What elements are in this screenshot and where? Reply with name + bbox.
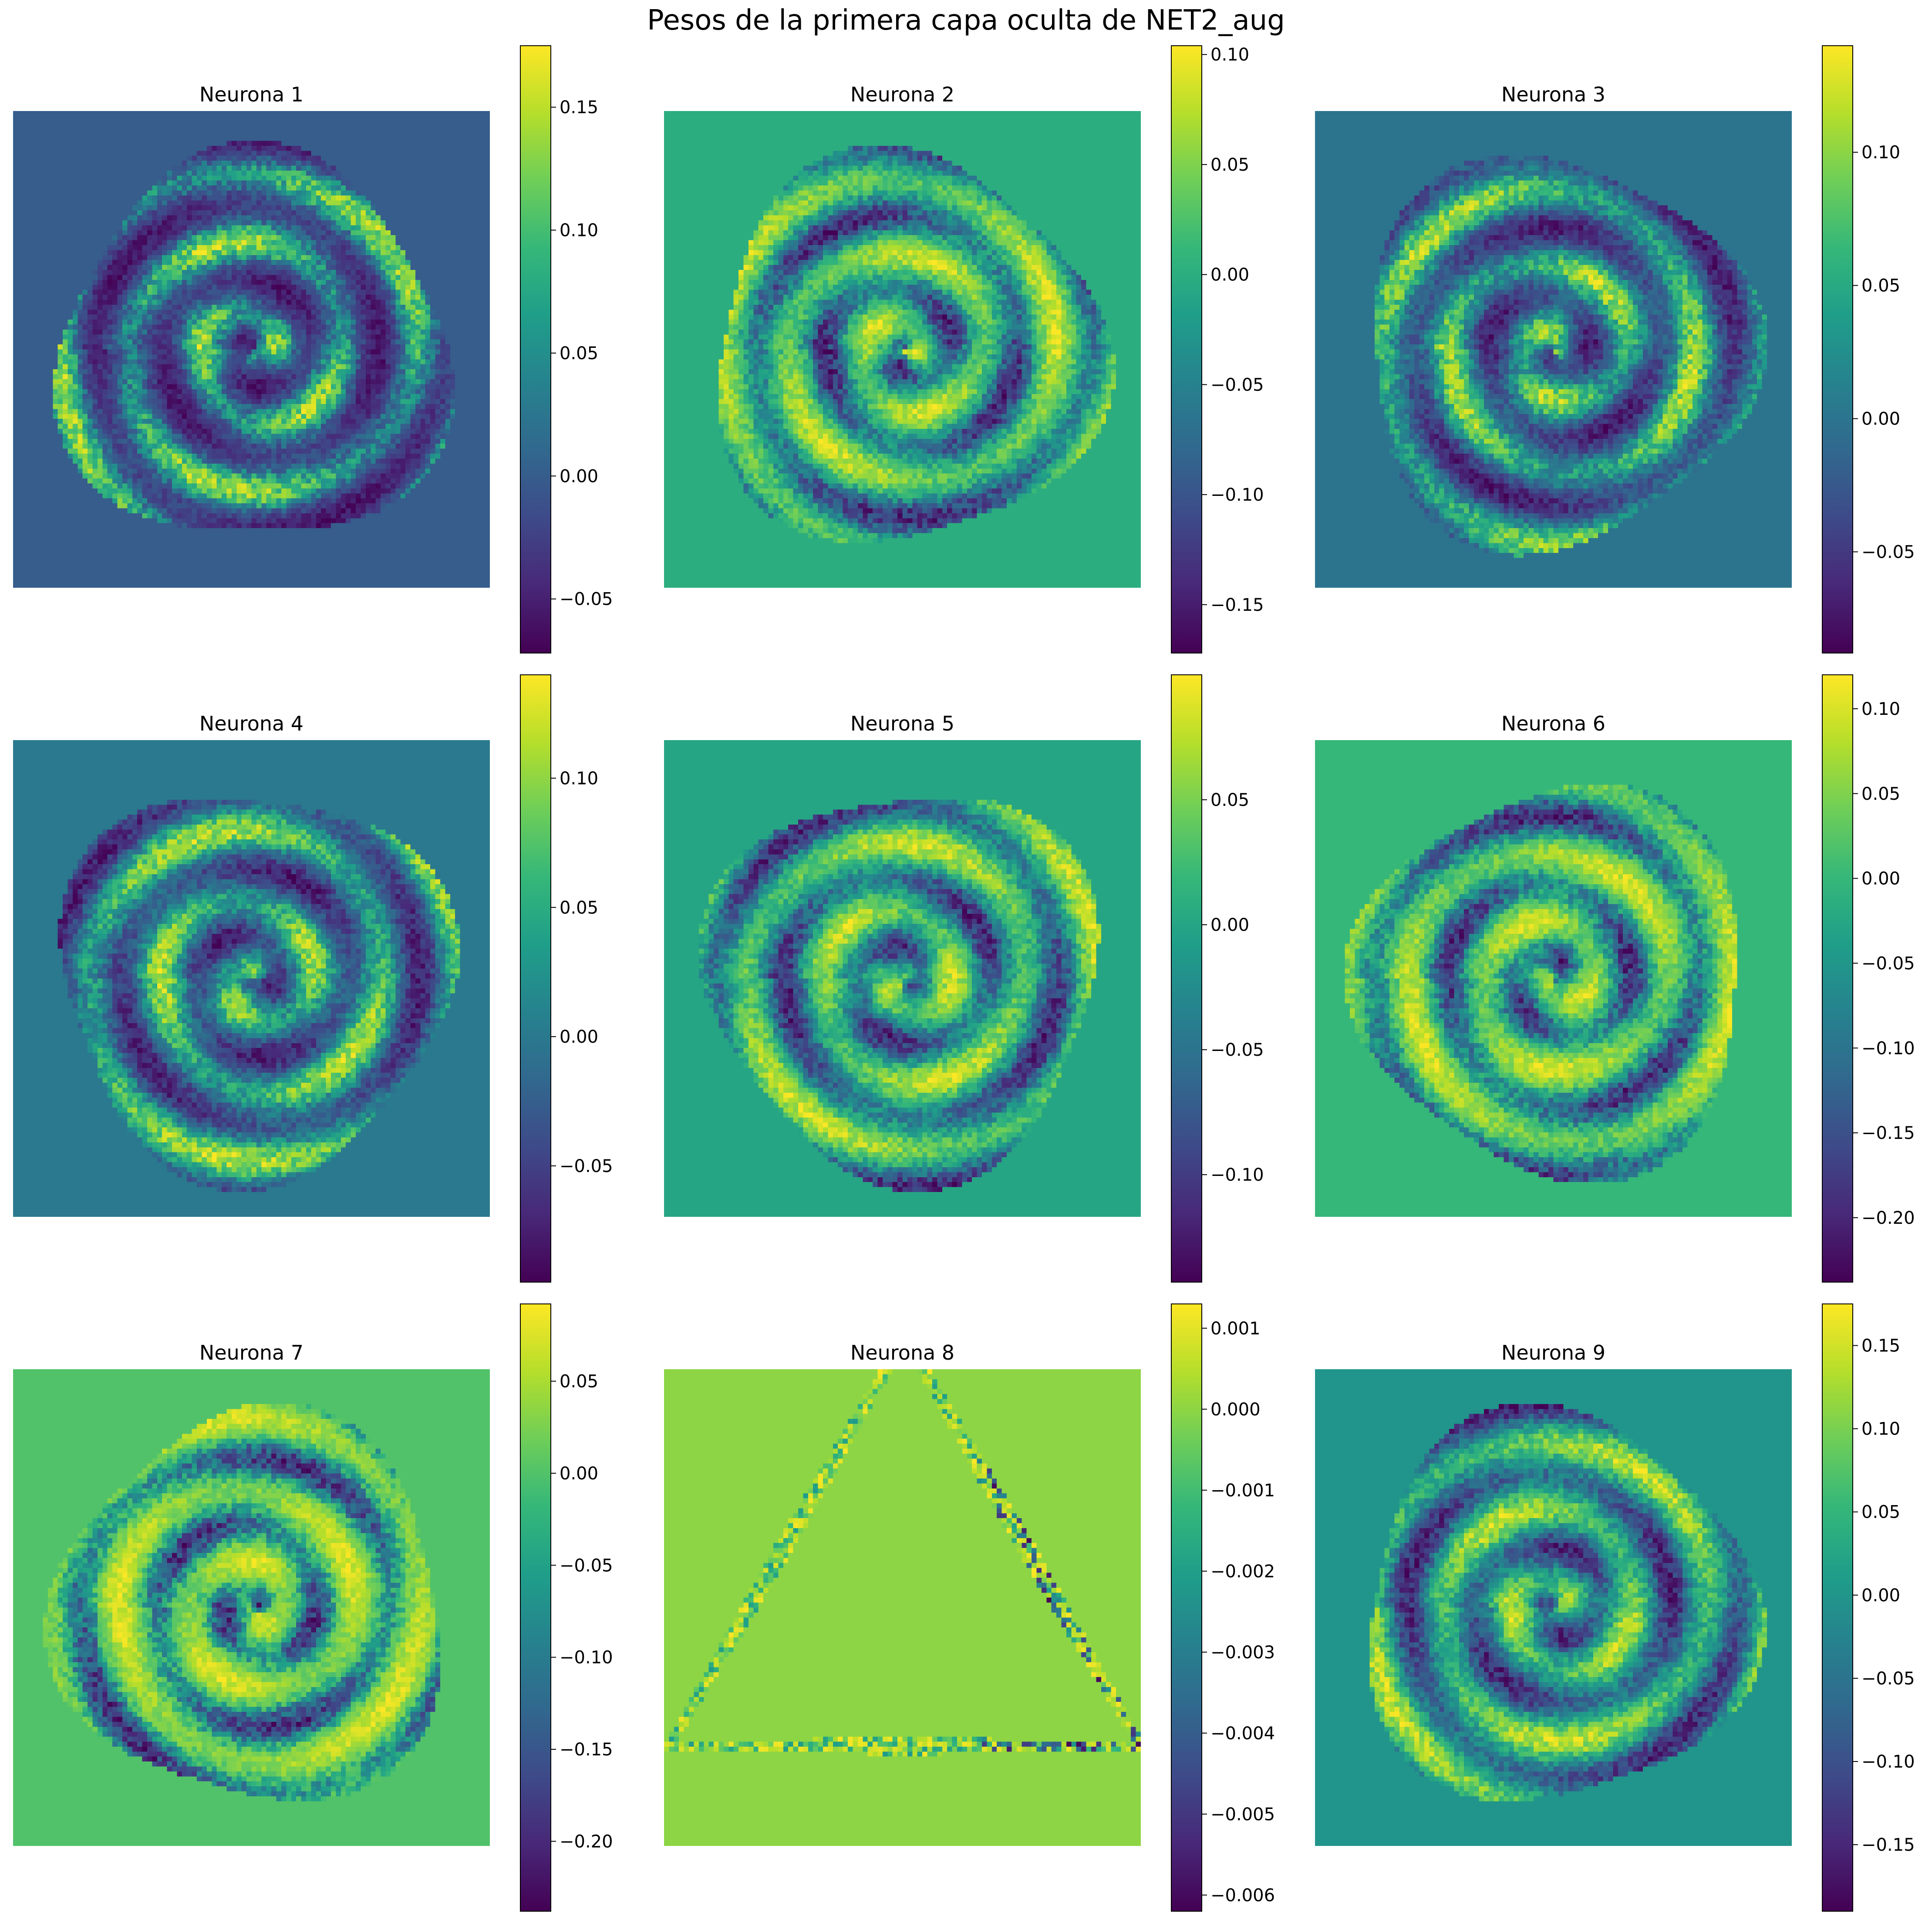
colorbar-tick-label: −0.05	[560, 589, 613, 610]
colorbar-tick-label: 0.10	[1861, 143, 1900, 163]
colorbar-tick-label: −0.10	[1210, 485, 1264, 505]
colorbar-tick-label: −0.002	[1210, 1562, 1275, 1582]
colorbar-tick-label: 0.000	[1210, 1400, 1261, 1420]
colorbar-tick-label: −0.05	[1861, 542, 1915, 562]
colorbar	[520, 1303, 551, 1912]
panel-neurona-7: Neurona 7 −0.20 −0.15 −0.10 −0.05 0.00 0.05	[13, 1303, 613, 1912]
panel-title: Neurona 4	[199, 712, 303, 735]
panel-neurona-2: Neurona 2 −0.15 −0.10 −0.05 0.00 0.05 0.10	[664, 45, 1264, 653]
colorbar-tick-label: 0.05	[560, 898, 598, 918]
panel-title: Neurona 8	[850, 1341, 954, 1364]
colorbar-tick-label: 0.05	[1861, 1502, 1900, 1522]
colorbar-tick-label: 0.10	[560, 221, 598, 241]
colorbar-tick-label: 0.00	[1861, 1586, 1900, 1606]
panel-neurona-6: Neurona 6 −0.20 −0.15 −0.10 −0.05 0.00 0.05 0.1…	[1315, 674, 1915, 1283]
colorbar	[1822, 674, 1853, 1283]
colorbar	[1171, 674, 1202, 1283]
colorbar-tick-label: −0.20	[1861, 1208, 1915, 1228]
colorbar-tick-label: −0.005	[1210, 1805, 1275, 1825]
heatmap-image	[1315, 740, 1792, 1217]
colorbar-tick-label: 0.05	[1861, 784, 1900, 804]
panel-title: Neurona 7	[199, 1341, 303, 1364]
colorbar-tick-label: −0.05	[560, 1556, 613, 1576]
colorbar-tick-label: −0.05	[1861, 953, 1915, 973]
colorbar-tick-label: −0.10	[1210, 1165, 1264, 1185]
colorbar-tick-label: −0.15	[1861, 1123, 1915, 1143]
colorbar-tick-label: −0.004	[1210, 1724, 1275, 1744]
panel-title: Neurona 9	[1501, 1341, 1605, 1364]
panel-title: Neurona 2	[850, 83, 954, 106]
colorbar-tick-label: −0.15	[1861, 1835, 1915, 1855]
heatmap-image	[664, 111, 1141, 588]
colorbar-tick-label: 0.10	[560, 768, 598, 788]
colorbar	[1822, 1303, 1853, 1912]
colorbar-tick-label: −0.05	[560, 1156, 613, 1176]
colorbar	[1822, 45, 1853, 653]
heatmap-image	[1315, 1369, 1792, 1846]
colorbar-tick-label: 0.00	[1861, 869, 1900, 889]
panel-neurona-4: Neurona 4 −0.05 0.00 0.05 0.10	[13, 674, 613, 1283]
colorbar-tick-label: 0.05	[1861, 276, 1900, 296]
colorbar-tick-label: 0.15	[1861, 1336, 1900, 1356]
heatmap-image	[13, 740, 490, 1217]
panel-title: Neurona 1	[199, 83, 303, 106]
heatmap-image	[1315, 111, 1792, 588]
colorbar-tick-label: 0.001	[1210, 1319, 1261, 1339]
colorbar-tick-label: 0.05	[1210, 790, 1249, 810]
colorbar-tick-label: −0.003	[1210, 1643, 1275, 1663]
colorbar-tick-label: 0.00	[560, 1027, 598, 1047]
colorbar-tick-label: 0.00	[1861, 409, 1900, 429]
colorbar-tick-label: −0.006	[1210, 1886, 1275, 1906]
panel-neurona-9: Neurona 9 −0.15 −0.10 −0.05 0.00 0.05 0.10 0.15	[1315, 1303, 1915, 1912]
colorbar-tick-label: 0.05	[560, 1372, 598, 1392]
colorbar-tick-label: −0.05	[1210, 1040, 1264, 1060]
panel-neurona-8: Neurona 8 −0.006 −0.005 −0.004 −0.003 −0.002 −…	[664, 1303, 1275, 1912]
heatmap-image	[13, 111, 490, 588]
colorbar-tick-label: 0.15	[560, 98, 598, 118]
colorbar-tick-label: 0.10	[1210, 45, 1249, 65]
colorbar	[520, 45, 551, 653]
panel-neurona-5: Neurona 5 −0.10 −0.05 0.00 0.05	[664, 674, 1264, 1283]
colorbar-tick-label: −0.05	[1861, 1669, 1915, 1689]
colorbar-tick-label: −0.15	[560, 1740, 613, 1760]
colorbar-tick-label: 0.10	[1861, 699, 1900, 719]
panel-neurona-1: Neurona 1 −0.05 0.00 0.05 0.10 0.15	[13, 45, 613, 653]
panel-title: Neurona 6	[1501, 712, 1605, 735]
colorbar-tick-label: 0.10	[1861, 1419, 1900, 1439]
heatmap-image	[664, 740, 1141, 1217]
panel-neurona-3: Neurona 3 −0.05 0.00 0.05 0.10	[1315, 45, 1915, 653]
colorbar-tick-label: −0.10	[1861, 1752, 1915, 1772]
colorbar	[1171, 1303, 1202, 1912]
colorbar-tick-label: 0.00	[1210, 265, 1249, 285]
panel-title: Neurona 3	[1501, 83, 1605, 106]
colorbar-tick-label: 0.00	[1210, 915, 1249, 935]
colorbar	[1171, 45, 1202, 653]
colorbar	[520, 674, 551, 1283]
colorbar-tick-label: 0.05	[560, 344, 598, 364]
figure-title: Pesos de la primera capa oculta de NET2_…	[647, 4, 1285, 37]
colorbar-tick-label: 0.05	[1210, 155, 1249, 175]
colorbar-tick-label: −0.05	[1210, 375, 1264, 395]
colorbar-tick-label: −0.15	[1210, 595, 1264, 615]
colorbar-tick-label: −0.001	[1210, 1481, 1275, 1501]
heatmap-image	[13, 1369, 490, 1846]
heatmap-image	[664, 1369, 1141, 1846]
colorbar-tick-label: −0.20	[560, 1832, 613, 1852]
colorbar-tick-label: −0.10	[560, 1648, 613, 1668]
colorbar-tick-label: 0.00	[560, 1464, 598, 1484]
colorbar-tick-label: −0.10	[1861, 1038, 1915, 1058]
colorbar-tick-label: 0.00	[560, 466, 598, 486]
panel-title: Neurona 5	[850, 712, 954, 735]
